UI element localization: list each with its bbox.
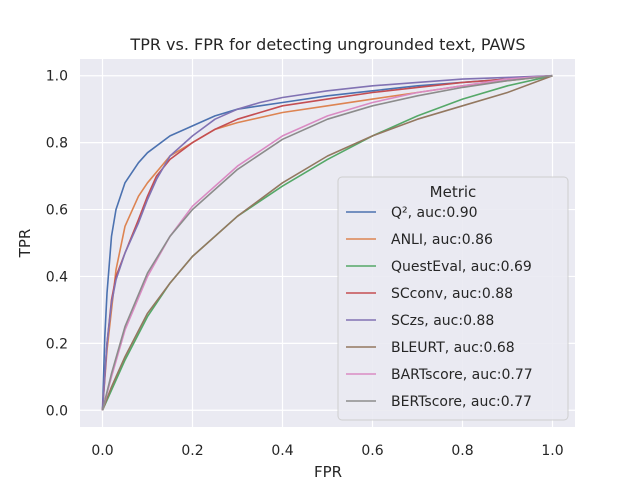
legend-title: Metric: [430, 183, 477, 201]
y-tick-label: 0.2: [46, 336, 68, 352]
x-tick-label: 1.0: [541, 443, 563, 459]
y-axis-label: TPR: [16, 229, 34, 259]
y-tick-label: 0.6: [46, 203, 68, 219]
x-tick-label: 0.8: [451, 443, 473, 459]
legend-label: BLEURT, auc:0.68: [391, 340, 515, 356]
y-tick-label: 1.0: [46, 69, 68, 85]
legend-label: BERTscore, auc:0.77: [391, 394, 532, 410]
y-tick-label: 0.4: [46, 269, 68, 285]
legend-label: SCzs, auc:0.88: [391, 313, 494, 329]
legend-label: SCconv, auc:0.88: [391, 286, 513, 302]
roc-curves: [101, 74, 553, 411]
roc-curve-6: [101, 74, 553, 411]
roc-curve-7: [101, 74, 553, 411]
legend-label: Q², auc:0.90: [391, 205, 478, 221]
x-tick-label: 0.0: [91, 443, 113, 459]
legend-box: [337, 176, 569, 421]
roc-curve-4: [101, 74, 553, 411]
y-tick-label: 0.8: [46, 136, 68, 152]
x-tick-labels: 0.0 0.2 0.4 0.6 0.8 1.0: [91, 443, 563, 459]
x-tick-label: 0.4: [271, 443, 293, 459]
x-tick-label: 0.2: [181, 443, 203, 459]
legend-label: QuestEval, auc:0.69: [391, 259, 532, 275]
legend-label: ANLI, auc:0.86: [391, 232, 493, 248]
roc-curve-8: [101, 74, 553, 411]
legend: Metric Q², auc:0.90 ANLI, auc:0.86 QuestEv…: [337, 176, 569, 421]
chart-title: TPR vs. FPR for detecting ungrounded tex…: [129, 35, 525, 54]
y-tick-label: 0.0: [46, 403, 68, 419]
roc-curve-1: [101, 74, 553, 411]
x-axis-label: FPR: [314, 463, 342, 480]
roc-curve-3: [101, 74, 553, 411]
y-tick-labels: 0.0 0.2 0.4 0.6 0.8 1.0: [46, 69, 68, 420]
legend-items: Q², auc:0.90 ANLI, auc:0.86 QuestEval, auc…: [346, 205, 533, 410]
legend-label: BARTscore, auc:0.77: [391, 367, 533, 383]
x-tick-label: 0.6: [361, 443, 383, 459]
roc-curve-5: [101, 74, 553, 411]
